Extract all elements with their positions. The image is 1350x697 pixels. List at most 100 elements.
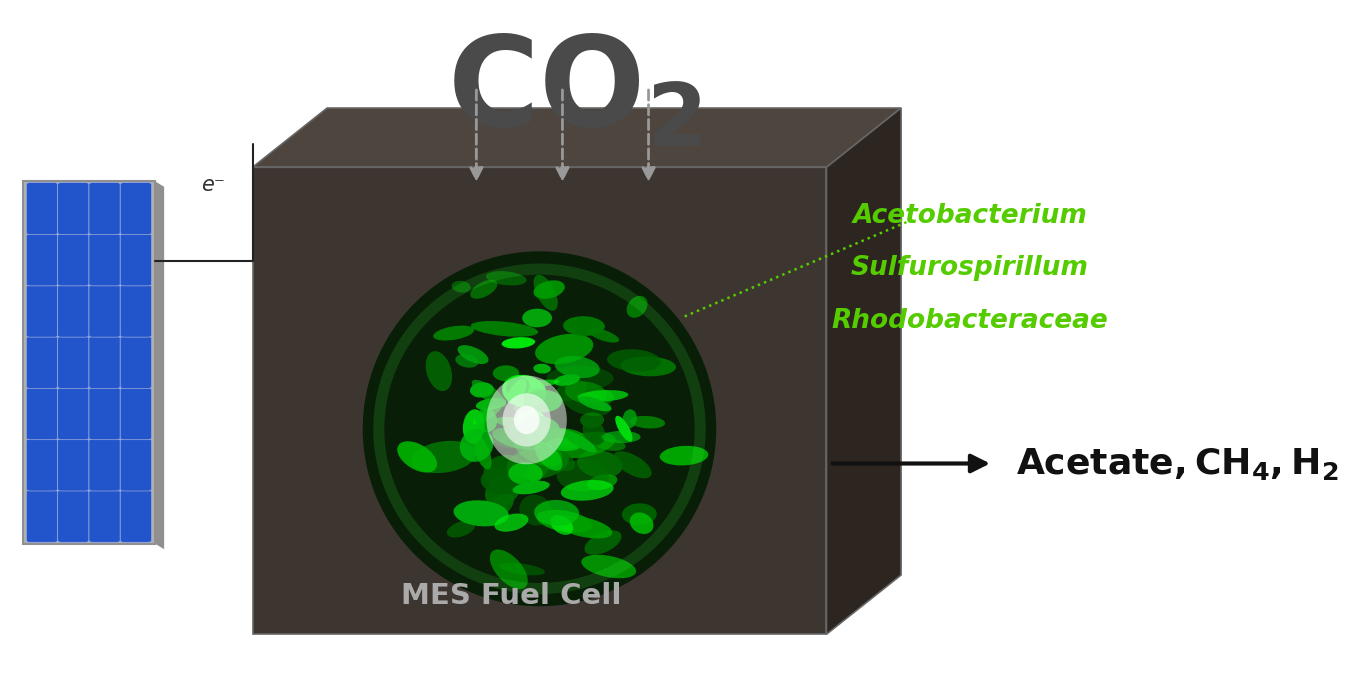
Ellipse shape bbox=[502, 393, 551, 447]
FancyBboxPatch shape bbox=[120, 439, 151, 491]
Ellipse shape bbox=[458, 345, 489, 364]
Ellipse shape bbox=[533, 280, 564, 299]
FancyBboxPatch shape bbox=[89, 439, 120, 491]
Ellipse shape bbox=[551, 515, 574, 535]
Ellipse shape bbox=[454, 500, 509, 526]
Ellipse shape bbox=[535, 334, 593, 364]
Polygon shape bbox=[155, 181, 165, 549]
Ellipse shape bbox=[549, 428, 560, 438]
Ellipse shape bbox=[540, 450, 575, 471]
FancyBboxPatch shape bbox=[89, 490, 120, 542]
Ellipse shape bbox=[621, 356, 676, 376]
Ellipse shape bbox=[493, 365, 520, 381]
FancyBboxPatch shape bbox=[120, 285, 151, 337]
Ellipse shape bbox=[475, 408, 497, 432]
FancyBboxPatch shape bbox=[27, 388, 58, 440]
Ellipse shape bbox=[580, 413, 603, 428]
Ellipse shape bbox=[539, 450, 568, 468]
Ellipse shape bbox=[554, 374, 580, 386]
Ellipse shape bbox=[412, 441, 477, 473]
Ellipse shape bbox=[578, 397, 612, 411]
Ellipse shape bbox=[622, 409, 637, 428]
Polygon shape bbox=[252, 108, 900, 167]
Bar bbox=[252, 167, 826, 634]
Text: Acetobacterium: Acetobacterium bbox=[852, 203, 1087, 229]
Ellipse shape bbox=[585, 530, 621, 555]
Ellipse shape bbox=[602, 431, 640, 443]
Ellipse shape bbox=[556, 460, 609, 491]
Ellipse shape bbox=[583, 419, 605, 445]
Ellipse shape bbox=[533, 364, 551, 374]
Ellipse shape bbox=[576, 450, 622, 478]
Ellipse shape bbox=[506, 377, 529, 397]
Ellipse shape bbox=[490, 549, 528, 589]
Ellipse shape bbox=[535, 500, 579, 526]
Ellipse shape bbox=[514, 406, 540, 434]
Ellipse shape bbox=[608, 349, 662, 372]
Ellipse shape bbox=[494, 514, 528, 532]
Ellipse shape bbox=[536, 510, 593, 533]
Ellipse shape bbox=[555, 516, 613, 539]
FancyBboxPatch shape bbox=[58, 490, 89, 542]
FancyBboxPatch shape bbox=[27, 183, 58, 235]
Ellipse shape bbox=[500, 427, 522, 440]
Ellipse shape bbox=[363, 252, 717, 606]
Ellipse shape bbox=[566, 381, 608, 404]
Ellipse shape bbox=[563, 390, 612, 416]
Ellipse shape bbox=[629, 512, 653, 534]
Ellipse shape bbox=[594, 438, 625, 451]
FancyBboxPatch shape bbox=[27, 285, 58, 337]
FancyBboxPatch shape bbox=[58, 439, 89, 491]
Ellipse shape bbox=[471, 380, 506, 407]
Ellipse shape bbox=[508, 379, 526, 404]
Ellipse shape bbox=[555, 381, 587, 401]
Ellipse shape bbox=[616, 416, 632, 442]
Ellipse shape bbox=[522, 390, 562, 413]
Ellipse shape bbox=[433, 325, 474, 341]
Ellipse shape bbox=[626, 296, 648, 318]
FancyBboxPatch shape bbox=[89, 183, 120, 235]
Ellipse shape bbox=[425, 351, 452, 391]
FancyBboxPatch shape bbox=[23, 181, 155, 544]
Text: $\mathbf{CO_2}$: $\mathbf{CO_2}$ bbox=[447, 31, 701, 153]
Ellipse shape bbox=[502, 337, 535, 348]
Ellipse shape bbox=[470, 383, 494, 397]
Ellipse shape bbox=[514, 380, 559, 388]
FancyBboxPatch shape bbox=[89, 388, 120, 440]
Ellipse shape bbox=[486, 271, 526, 286]
Ellipse shape bbox=[483, 454, 525, 485]
Bar bbox=[252, 167, 826, 634]
FancyBboxPatch shape bbox=[89, 285, 120, 337]
Ellipse shape bbox=[495, 417, 551, 434]
Ellipse shape bbox=[471, 321, 539, 337]
Ellipse shape bbox=[578, 390, 628, 401]
FancyBboxPatch shape bbox=[27, 490, 58, 542]
FancyBboxPatch shape bbox=[27, 439, 58, 491]
Ellipse shape bbox=[660, 446, 709, 466]
Ellipse shape bbox=[487, 493, 514, 519]
FancyBboxPatch shape bbox=[58, 285, 89, 337]
Ellipse shape bbox=[514, 436, 562, 466]
Ellipse shape bbox=[460, 429, 494, 462]
Ellipse shape bbox=[564, 431, 597, 452]
FancyBboxPatch shape bbox=[120, 183, 151, 235]
Ellipse shape bbox=[582, 555, 636, 579]
Ellipse shape bbox=[474, 436, 491, 470]
Ellipse shape bbox=[547, 438, 582, 451]
Ellipse shape bbox=[554, 432, 616, 458]
Text: $\mathbf{Acetate, CH_4, H_2}$: $\mathbf{Acetate, CH_4, H_2}$ bbox=[1015, 445, 1338, 482]
Text: Sulfurospirillum: Sulfurospirillum bbox=[850, 255, 1089, 282]
Ellipse shape bbox=[513, 481, 549, 494]
FancyBboxPatch shape bbox=[89, 337, 120, 388]
Ellipse shape bbox=[518, 411, 549, 436]
Ellipse shape bbox=[533, 275, 558, 311]
Ellipse shape bbox=[563, 316, 605, 336]
Ellipse shape bbox=[470, 279, 497, 299]
FancyBboxPatch shape bbox=[120, 490, 151, 542]
FancyBboxPatch shape bbox=[120, 388, 151, 440]
FancyBboxPatch shape bbox=[89, 234, 120, 286]
Ellipse shape bbox=[472, 404, 502, 424]
Ellipse shape bbox=[485, 474, 521, 507]
Ellipse shape bbox=[578, 434, 601, 449]
Ellipse shape bbox=[455, 354, 478, 368]
